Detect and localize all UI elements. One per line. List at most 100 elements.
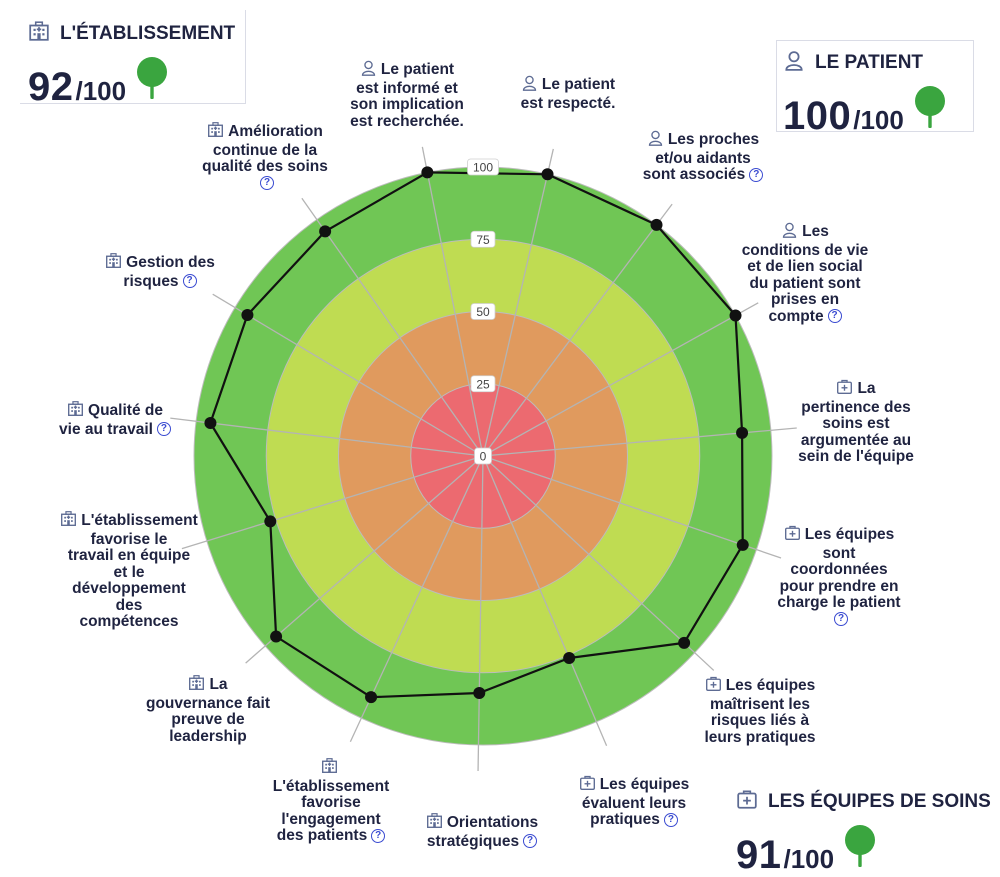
card-title: LES ÉQUIPES DE SOINS: [768, 791, 991, 812]
building-icon: [188, 674, 205, 696]
radar-spoke: [482, 455, 608, 746]
radar-spoke: [212, 293, 484, 457]
radar-point: [365, 691, 378, 704]
axis-label-text: La pertinence des soins est argumentée a…: [798, 379, 914, 465]
tree-icon: [914, 85, 946, 134]
radar-point: [736, 538, 749, 551]
help-icon[interactable]: ?: [827, 309, 842, 324]
building-icon: [321, 757, 338, 779]
ring-tick-label: 75: [476, 233, 490, 247]
card-max: /100: [853, 104, 904, 135]
radar-spoke: [421, 146, 484, 457]
medical-kit-icon: [579, 774, 596, 796]
building-icon: [207, 121, 224, 143]
axis-label: Orientations stratégiques?: [420, 812, 544, 850]
axis-label: L'établissement favorise l'engagement de…: [268, 757, 394, 845]
radar-spoke: [245, 455, 484, 664]
ring-label-bg: [467, 158, 499, 176]
radar-spoke: [482, 455, 782, 559]
axis-label: Les équipes sont coordonnées pour prendr…: [770, 524, 908, 628]
radar-point: [270, 630, 283, 643]
radar-spoke: [170, 417, 484, 457]
building-icon: [28, 20, 50, 48]
radar-point: [736, 426, 749, 439]
person-icon: [781, 221, 798, 243]
medical-kit-icon: [784, 524, 801, 546]
score-card-etablissement: L'ÉTABLISSEMENT 92 /100: [20, 10, 246, 109]
ring-label-bg: [470, 375, 496, 393]
axis-label: La pertinence des soins est argumentée a…: [794, 378, 918, 466]
axis-label-text: L'établissement favorise l'engagement de…: [272, 777, 390, 844]
help-icon[interactable]: ?: [156, 422, 171, 437]
card-title: LE PATIENT: [815, 52, 924, 73]
axis-label: Le patient est respecté.: [508, 74, 628, 112]
radar-spoke: [301, 197, 484, 457]
radar-spoke: [482, 203, 673, 457]
help-icon[interactable]: ?: [260, 176, 274, 191]
axis-label-text: Orientations stratégiques: [426, 813, 539, 850]
card-max: /100: [75, 75, 127, 106]
axis-label: Gestion des risques?: [100, 252, 220, 290]
axis-label: Le patient est informé et son implicatio…: [340, 59, 474, 130]
axis-label-text: Les équipes sont coordonnées pour prendr…: [777, 525, 901, 611]
axis-label: Les conditions de vie et de lien social …: [738, 221, 872, 325]
card-max: /100: [783, 843, 835, 874]
help-icon[interactable]: ?: [663, 812, 678, 827]
help-icon[interactable]: ?: [371, 828, 386, 843]
radar-point: [650, 218, 663, 231]
card-title: L'ÉTABLISSEMENT: [60, 23, 236, 44]
axis-label-text: Les équipes maîtrisent les risques liés …: [704, 676, 816, 746]
medical-kit-icon: [705, 675, 722, 697]
score-card-patient: LE PATIENT 100 /100: [776, 40, 974, 136]
radar-spoke: [482, 455, 715, 671]
ring-label-bg: [474, 447, 492, 465]
radar-spoke: [482, 148, 554, 457]
radar-point: [264, 515, 277, 528]
radar-point: [563, 652, 576, 665]
help-icon[interactable]: ?: [834, 612, 848, 627]
ring-label-bg: [470, 303, 496, 320]
radar-spoke: [181, 455, 484, 550]
axis-label-text: Le patient est informé et son implicatio…: [350, 60, 464, 130]
ring-label-bg: [470, 230, 496, 248]
axis-label-text: L'établissement favorise le travail en é…: [67, 511, 198, 630]
card-score: 92: [28, 65, 74, 109]
radar-spoke: [482, 302, 759, 457]
radar-point: [241, 309, 254, 322]
radar-point: [319, 225, 332, 238]
medical-kit-icon: [736, 788, 758, 816]
ring-tick-label: 0: [480, 450, 487, 464]
card-score: 91: [736, 833, 782, 877]
help-icon[interactable]: ?: [749, 167, 764, 182]
person-icon: [647, 129, 664, 151]
building-icon: [60, 510, 77, 532]
axis-label-text: Les proches et/ou aidants sont associés: [642, 130, 760, 183]
ring-tick-label: 100: [473, 161, 493, 175]
medical-kit-icon: [836, 378, 853, 400]
score-card-equipes: LES ÉQUIPES DE SOINS 91 /100: [728, 780, 996, 877]
radar-point: [678, 636, 691, 649]
axis-label: Les proches et/ou aidants sont associés?: [638, 129, 768, 184]
building-icon: [67, 400, 84, 422]
radar-point: [204, 417, 217, 430]
help-icon[interactable]: ?: [182, 274, 197, 289]
card-score: 100: [783, 94, 852, 138]
tree-icon: [844, 824, 876, 873]
radar-point: [541, 168, 554, 181]
axis-label-text: Qualité de vie au travail: [59, 401, 163, 438]
radar-spoke: [477, 455, 484, 771]
axis-label: Les équipes évaluent leurs pratiques?: [572, 774, 696, 829]
axis-label: L'établissement favorise le travail en é…: [60, 510, 198, 631]
radar-point: [473, 686, 486, 699]
axis-label: Les équipes maîtrisent les risques liés …: [698, 675, 822, 746]
building-icon: [105, 252, 122, 274]
radar-series-line: [209, 171, 744, 699]
axis-label-text: Le patient est respecté.: [520, 75, 616, 112]
axis-label-text: Les conditions de vie et de lien social …: [741, 222, 869, 325]
radar-point: [421, 166, 434, 179]
axis-label: Amélioration continue de la qualité des …: [196, 121, 334, 192]
help-icon[interactable]: ?: [523, 834, 538, 849]
axis-label: Qualité de vie au travail?: [50, 400, 180, 438]
building-icon: [426, 812, 443, 834]
